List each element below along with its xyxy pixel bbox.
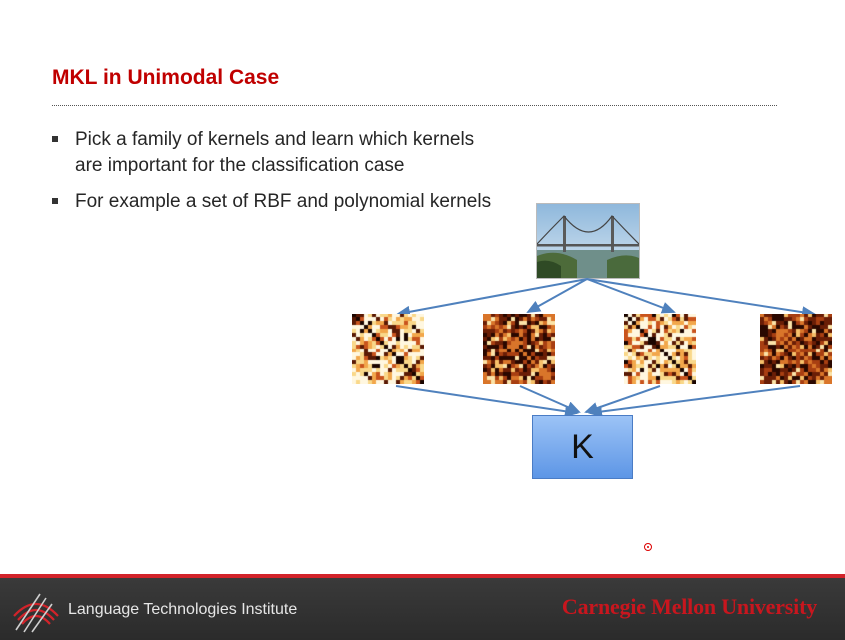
arrow-to-kernel-4 — [586, 278, 816, 319]
bullet-marker-icon — [52, 198, 58, 204]
bridge-photo — [536, 203, 640, 279]
bullet-item: Pick a family of kernels and learn which… — [52, 127, 492, 179]
bullet-item: For example a set of RBF and polynomial … — [52, 189, 492, 215]
kernel-matrix-4 — [760, 314, 832, 384]
bullet-text: For example a set of RBF and polynomial … — [75, 191, 492, 212]
bullet-marker-icon — [52, 136, 58, 142]
kernel-matrix-1 — [352, 314, 424, 384]
bullet-list: Pick a family of kernels and learn which… — [52, 127, 492, 225]
footer-bar — [0, 578, 845, 640]
arrow-from-kernel-4 — [588, 385, 801, 418]
laser-pointer-icon — [644, 543, 652, 551]
bullet-text: Pick a family of kernels and learn which… — [75, 129, 475, 176]
arrow-from-kernel-2 — [519, 385, 581, 413]
title-divider — [52, 105, 777, 106]
lti-logo-icon — [13, 593, 59, 633]
arrow-to-kernel-3 — [586, 278, 676, 314]
combined-kernel-label: K — [571, 427, 594, 466]
kernel-matrix-2 — [483, 314, 555, 384]
slide-title: MKL in Unimodal Case — [52, 66, 280, 89]
institute-name: Language Technologies Institute — [68, 601, 298, 618]
arrow-from-kernel-1 — [395, 385, 579, 418]
arrow-to-kernel-2 — [526, 278, 588, 313]
kernel-matrix-3 — [624, 314, 696, 384]
arrow-to-kernel-1 — [396, 278, 588, 318]
university-name: Carnegie Mellon University — [561, 594, 817, 619]
footer-accent-bar — [0, 574, 845, 578]
combined-kernel-box: K — [532, 415, 633, 479]
